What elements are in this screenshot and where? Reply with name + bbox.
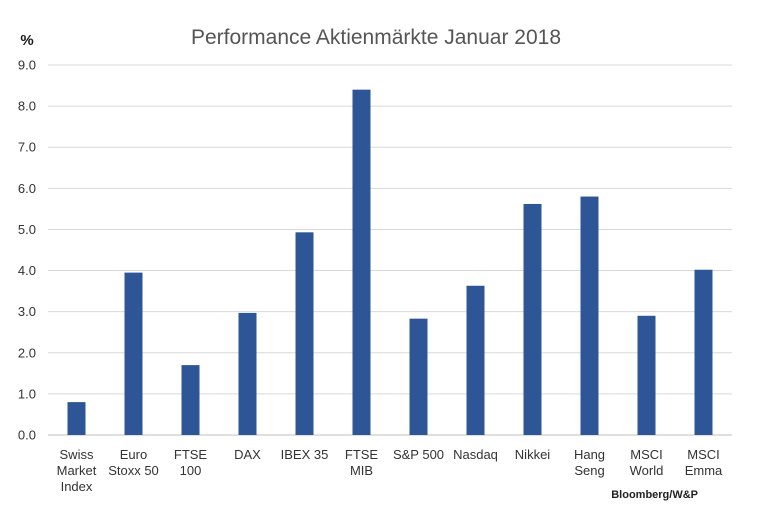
bar — [637, 315, 656, 435]
y-tick-label: 9.0 — [18, 58, 36, 73]
bar — [181, 365, 200, 435]
bar — [466, 285, 485, 435]
x-category-label: MSCI World — [630, 447, 664, 478]
x-category-label: FTSE 100 — [174, 447, 208, 478]
grid-lines — [48, 64, 732, 436]
bar — [295, 232, 314, 435]
x-category-label: Hang Seng — [574, 447, 605, 478]
bar — [124, 272, 143, 435]
source-note: Bloomberg/W&P — [611, 489, 698, 501]
x-category-label: DAX — [234, 447, 261, 462]
bar — [523, 203, 542, 435]
x-category-label: FTSE MIB — [345, 447, 379, 478]
bar — [238, 312, 257, 435]
x-category-label: S&P 500 — [393, 447, 444, 462]
y-tick-label: 1.0 — [18, 386, 36, 401]
y-axis-ticks: 0.0 1.0 2.0 3.0 4.0 5.0 6.0 7.0 8.0 9.0 — [18, 58, 36, 443]
y-tick-label: 7.0 — [18, 140, 36, 155]
y-axis-unit: % — [20, 32, 33, 49]
y-tick-label: 4.0 — [18, 263, 36, 278]
x-category-label: Euro Stoxx 50 — [108, 447, 159, 478]
x-axis-labels: Swiss Market Index Euro Stoxx 50 FTSE 100 DAX IB… — [57, 447, 723, 494]
x-category-label: IBEX 35 — [281, 447, 329, 462]
y-tick-label: 6.0 — [18, 181, 36, 196]
y-tick-label: 3.0 — [18, 304, 36, 319]
bar — [352, 89, 371, 436]
x-category-label: Swiss Market Index — [57, 447, 97, 494]
bar — [409, 318, 428, 435]
bar — [580, 196, 599, 435]
bar — [67, 402, 86, 435]
chart-title: Performance Aktienmärkte Januar 2018 — [191, 26, 561, 49]
y-tick-label: 8.0 — [18, 99, 36, 114]
y-tick-label: 0.0 — [18, 428, 36, 443]
bar — [694, 269, 713, 435]
bars — [67, 89, 713, 436]
x-category-label: MSCI Emma — [685, 447, 723, 478]
y-tick-label: 5.0 — [18, 222, 36, 237]
x-category-label: Nasdaq — [453, 447, 498, 462]
x-category-label: Nikkei — [515, 447, 551, 462]
y-tick-label: 2.0 — [18, 345, 36, 360]
